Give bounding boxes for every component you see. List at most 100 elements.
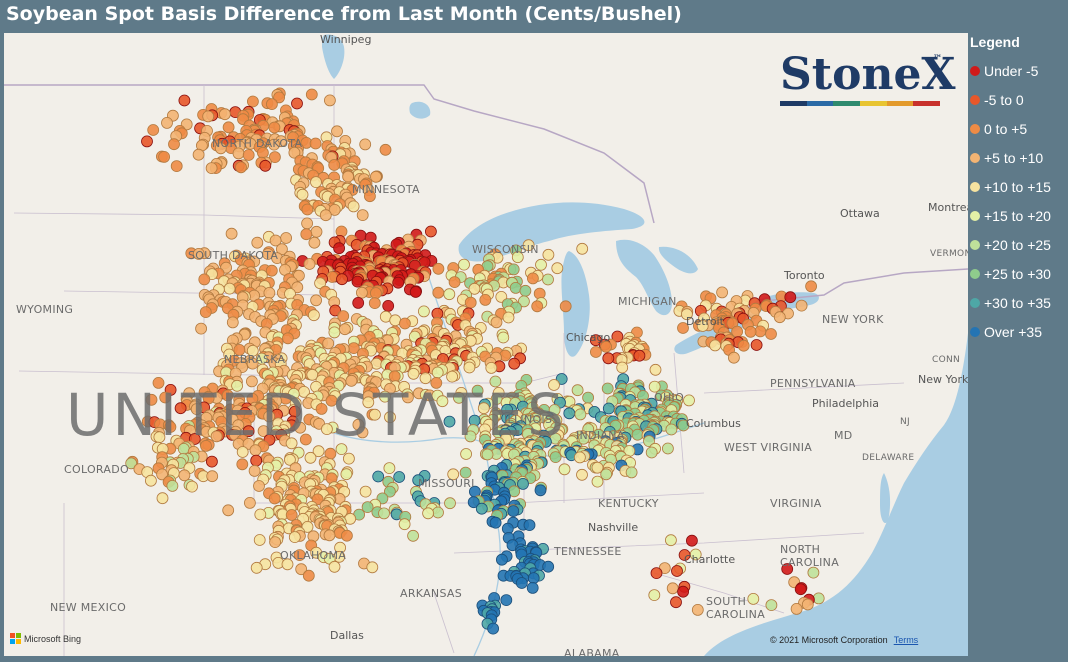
- basis-dot[interactable]: [549, 451, 562, 464]
- basis-dot[interactable]: [210, 430, 223, 443]
- basis-dot[interactable]: [430, 376, 443, 389]
- basis-dot[interactable]: [221, 389, 234, 402]
- basis-dot[interactable]: [431, 366, 444, 379]
- basis-dot[interactable]: [269, 234, 282, 247]
- legend-item[interactable]: Over +35: [970, 317, 1066, 346]
- basis-dot[interactable]: [222, 504, 235, 517]
- basis-dot[interactable]: [222, 121, 235, 134]
- basis-dot[interactable]: [186, 480, 198, 493]
- basis-dot[interactable]: [268, 151, 281, 163]
- basis-dot[interactable]: [801, 598, 814, 611]
- legend-item[interactable]: +15 to +20: [970, 201, 1066, 230]
- basis-dot[interactable]: [515, 577, 528, 589]
- legend-item[interactable]: 0 to +5: [970, 114, 1066, 143]
- basis-dot[interactable]: [716, 286, 728, 299]
- basis-dot[interactable]: [407, 367, 420, 380]
- basis-dot[interactable]: [323, 94, 336, 107]
- basis-dot[interactable]: [477, 402, 490, 415]
- basis-dot[interactable]: [398, 317, 411, 330]
- basis-dot[interactable]: [335, 443, 348, 456]
- basis-dot[interactable]: [555, 373, 568, 385]
- basis-dot[interactable]: [300, 228, 313, 241]
- basis-dot[interactable]: [251, 236, 264, 249]
- basis-dot[interactable]: [328, 560, 341, 573]
- basis-dot[interactable]: [303, 258, 316, 270]
- basis-dot[interactable]: [737, 339, 750, 352]
- basis-dot[interactable]: [302, 569, 315, 582]
- basis-dot[interactable]: [368, 408, 381, 421]
- basis-dot[interactable]: [393, 471, 406, 483]
- basis-dot[interactable]: [398, 518, 411, 531]
- legend-item[interactable]: +30 to +35: [970, 288, 1066, 317]
- basis-dot[interactable]: [650, 567, 663, 579]
- basis-dot[interactable]: [670, 596, 682, 609]
- basis-dot[interactable]: [273, 91, 286, 104]
- basis-dot[interactable]: [582, 391, 594, 404]
- basis-dot[interactable]: [527, 272, 539, 285]
- basis-dot[interactable]: [559, 300, 572, 313]
- basis-dot[interactable]: [522, 239, 535, 252]
- basis-dot[interactable]: [507, 505, 520, 518]
- legend-item[interactable]: +5 to +10: [970, 143, 1066, 172]
- basis-dot[interactable]: [366, 561, 379, 574]
- basis-dot[interactable]: [145, 393, 158, 406]
- basis-dot[interactable]: [159, 391, 172, 404]
- basis-dot[interactable]: [467, 496, 480, 509]
- basis-dot[interactable]: [372, 470, 385, 483]
- basis-dot[interactable]: [527, 572, 540, 584]
- basis-dot[interactable]: [328, 159, 341, 171]
- basis-dot[interactable]: [616, 361, 629, 374]
- basis-dot[interactable]: [312, 445, 325, 458]
- basis-dot[interactable]: [662, 442, 674, 455]
- basis-dot[interactable]: [666, 582, 679, 595]
- basis-dot[interactable]: [747, 593, 760, 605]
- map-view[interactable]: UNITED STATES NORTH DAKOTA MINNESOTA SOU…: [4, 33, 968, 656]
- basis-dot[interactable]: [206, 470, 219, 483]
- basis-dot[interactable]: [281, 332, 294, 345]
- basis-dot[interactable]: [648, 380, 661, 393]
- basis-dot[interactable]: [265, 264, 278, 277]
- basis-dot[interactable]: [158, 151, 171, 163]
- basis-dot[interactable]: [144, 474, 157, 487]
- basis-dot[interactable]: [548, 379, 560, 391]
- basis-dot[interactable]: [147, 124, 160, 136]
- basis-dot[interactable]: [523, 519, 536, 532]
- basis-dot[interactable]: [178, 469, 191, 482]
- basis-dot[interactable]: [231, 379, 244, 392]
- basis-dot[interactable]: [362, 396, 375, 409]
- basis-dot[interactable]: [359, 485, 372, 498]
- basis-dot[interactable]: [383, 485, 396, 498]
- basis-dot[interactable]: [340, 529, 353, 542]
- basis-dot[interactable]: [285, 437, 298, 450]
- basis-dot[interactable]: [446, 370, 459, 383]
- basis-dot[interactable]: [511, 251, 524, 264]
- basis-dot[interactable]: [432, 262, 445, 275]
- basis-dot[interactable]: [645, 446, 658, 459]
- basis-dot[interactable]: [250, 561, 263, 574]
- basis-dot[interactable]: [236, 446, 249, 458]
- basis-dot[interactable]: [310, 176, 322, 189]
- basis-dot[interactable]: [518, 295, 530, 308]
- basis-dot[interactable]: [728, 351, 740, 364]
- basis-dot[interactable]: [295, 563, 308, 576]
- basis-dot[interactable]: [681, 308, 693, 321]
- basis-dot[interactable]: [479, 293, 492, 306]
- basis-dot[interactable]: [611, 330, 624, 343]
- basis-dot[interactable]: [794, 583, 807, 596]
- basis-dot[interactable]: [253, 480, 265, 492]
- basis-dot[interactable]: [309, 137, 322, 150]
- basis-dot[interactable]: [301, 203, 314, 216]
- basis-dot[interactable]: [765, 599, 778, 611]
- basis-dot[interactable]: [269, 536, 282, 549]
- basis-dot[interactable]: [199, 306, 212, 319]
- basis-dot[interactable]: [464, 430, 477, 443]
- basis-dot[interactable]: [156, 492, 169, 505]
- basis-dot[interactable]: [310, 294, 323, 307]
- basis-dot[interactable]: [500, 594, 513, 606]
- basis-dot[interactable]: [509, 281, 522, 294]
- basis-dot[interactable]: [352, 296, 365, 309]
- legend-item[interactable]: +10 to +15: [970, 172, 1066, 201]
- basis-dot[interactable]: [463, 361, 476, 374]
- basis-dot[interactable]: [665, 423, 678, 436]
- basis-dot[interactable]: [268, 492, 281, 505]
